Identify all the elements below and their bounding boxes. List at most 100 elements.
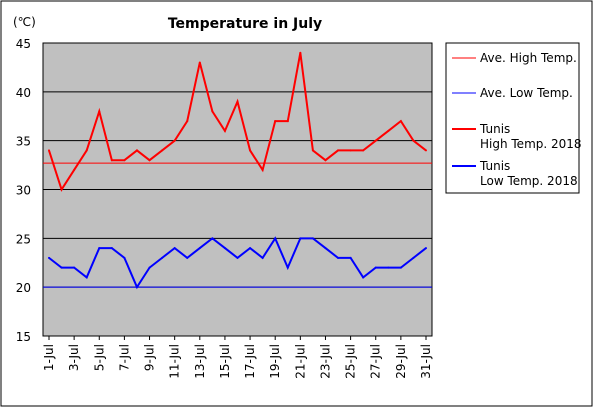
y-tick-label: 35 (16, 135, 31, 149)
series-lines (48, 51, 427, 290)
low-temp-point (425, 247, 427, 250)
x-axis: 1-Jul 3-Jul 5-Jul 7-Jul 9-Jul 11-Jul 13-Jul 15-… (42, 336, 433, 379)
low-temp-point (173, 247, 176, 250)
low-temp-point (123, 256, 126, 259)
x-tick-label: 7-Jul (117, 344, 131, 371)
low-temp-point (161, 256, 164, 259)
x-tick-label: 23-Jul (318, 344, 332, 379)
low-temp-point (387, 266, 390, 269)
high-temp-point (123, 159, 126, 162)
low-temp-point (249, 247, 252, 250)
legend-label-high-2018-line2: High Temp. 2018 (480, 137, 582, 151)
y-tick-label: 20 (16, 281, 31, 295)
high-temp-point (349, 149, 352, 152)
high-temp-point (186, 120, 189, 123)
high-temp-point (249, 149, 252, 152)
high-temp-point (236, 100, 239, 103)
high-temp-point (399, 120, 402, 123)
low-temp-point (349, 256, 352, 259)
high-temp-point (286, 120, 289, 123)
reference-lines (43, 162, 432, 288)
high-temp-point (211, 110, 214, 113)
low-temp-point (236, 256, 239, 259)
high-temp-point (60, 188, 63, 191)
high-temp-point (161, 149, 164, 152)
legend: Ave. High Temp. Ave. Low Temp. Tunis Hig… (445, 42, 582, 194)
low-temp-point (98, 247, 101, 250)
legend-label-low-2018-line2: Low Temp. 2018 (480, 174, 578, 188)
low-temp-point (274, 237, 277, 240)
y-tick-label: 45 (16, 37, 31, 51)
y-tick-label: 15 (16, 330, 31, 344)
low-temp-point (362, 276, 365, 279)
high-temp-point (98, 110, 101, 113)
high-temp-point (374, 139, 377, 142)
legend-label-low-2018-line1: Tunis (479, 159, 510, 173)
high-temp-point (425, 149, 427, 152)
low-temp-point (73, 266, 76, 269)
chart-title: Temperature in July (168, 16, 322, 32)
legend-box (445, 42, 580, 194)
high-temp-point (148, 159, 151, 162)
high-temp-point (198, 61, 201, 64)
low-temp-point (337, 256, 340, 259)
low-temp-point (186, 256, 189, 259)
x-tick-label: 3-Jul (67, 344, 81, 371)
high-temp-point (387, 129, 390, 132)
high-temp-point (299, 51, 302, 54)
y-tick-label: 25 (16, 232, 31, 246)
high-temp-point (135, 149, 138, 152)
legend-label-ave-low: Ave. Low Temp. (480, 86, 573, 100)
y-tick-label: 30 (16, 184, 31, 198)
low-temp-point (198, 247, 201, 250)
high-temp-point (173, 139, 176, 142)
legend-label-ave-high: Ave. High Temp. (480, 51, 577, 65)
low-temp-point (299, 237, 302, 240)
low-temp-point (374, 266, 377, 269)
high-temp-point (48, 149, 50, 152)
x-tick-label: 13-Jul (193, 344, 207, 379)
x-tick-label: 15-Jul (218, 344, 232, 379)
x-tick-label: 29-Jul (394, 344, 408, 379)
high-temp-point (337, 149, 340, 152)
high-temp-point (274, 120, 277, 123)
high-temp-point (223, 129, 226, 132)
x-tick-label: 11-Jul (168, 344, 182, 379)
high-temp-point (362, 149, 365, 152)
high-temp-point (110, 159, 113, 162)
low-temp-point (85, 276, 88, 279)
low-temp-point (324, 247, 327, 250)
low-temp-point (148, 266, 151, 269)
low-temp-point (223, 247, 226, 250)
high-temp-point (261, 168, 264, 171)
low-temp-point (110, 247, 113, 250)
y-tick-label: 40 (16, 86, 31, 100)
low-temp-point (60, 266, 63, 269)
unit-label: (℃) (13, 15, 36, 29)
high-temp-point (73, 168, 76, 171)
low-temp-point (135, 286, 138, 289)
high-temp-point (324, 159, 327, 162)
high-temp-point (412, 139, 415, 142)
low-temp-point (286, 266, 289, 269)
legend-label-high-2018-line1: Tunis (479, 122, 510, 136)
low-temp-point (311, 237, 314, 240)
low-temp-point (261, 256, 264, 259)
x-tick-label: 17-Jul (243, 344, 257, 379)
high-temp-point (311, 149, 314, 152)
x-tick-label: 9-Jul (143, 344, 157, 371)
x-tick-label: 1-Jul (42, 344, 56, 371)
x-tick-label: 31-Jul (419, 344, 433, 379)
low-temp-point (211, 237, 214, 240)
low-temp-point (399, 266, 402, 269)
y-axis: 15 20 25 30 35 40 45 (16, 37, 31, 344)
x-tick-label: 27-Jul (369, 344, 383, 379)
x-tick-label: 21-Jul (293, 344, 307, 379)
x-tick-label: 19-Jul (268, 344, 282, 379)
low-temp-point (412, 256, 415, 259)
x-tick-label: 25-Jul (344, 344, 358, 379)
x-tick-label: 5-Jul (92, 344, 106, 371)
high-temp-point (85, 149, 88, 152)
